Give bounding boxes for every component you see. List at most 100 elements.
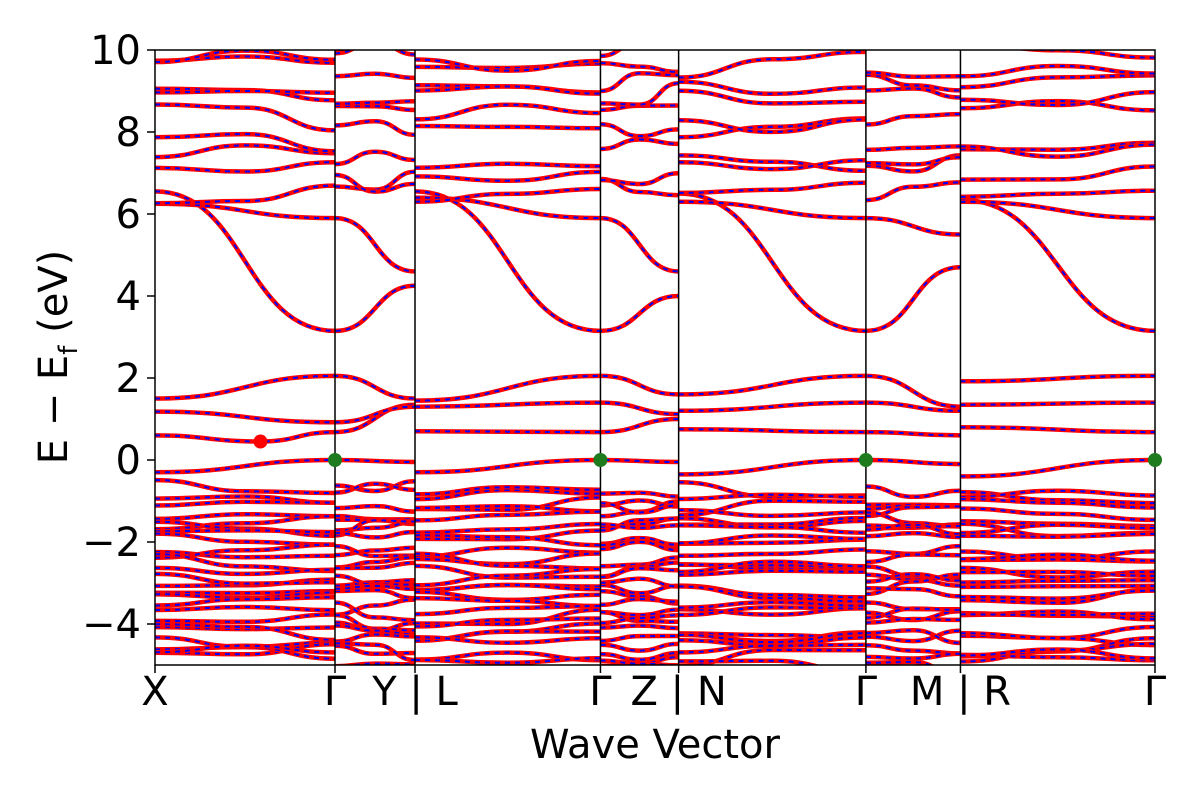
band-overlay-48	[155, 644, 336, 654]
band-overlay-180	[678, 607, 866, 616]
band-overlay-91	[334, 72, 416, 79]
band-overlay-144	[600, 590, 679, 605]
band-overlay-126	[414, 85, 601, 95]
band-line-15	[960, 424, 1155, 435]
band-overlay-163	[600, 50, 621, 57]
band-overlay-128	[414, 58, 601, 72]
band-overlay-264	[960, 100, 1155, 112]
band-overlay-2	[155, 374, 416, 400]
x-tick-label-3: Γ	[589, 669, 612, 715]
band-overlay-150	[600, 642, 679, 652]
band-overlay-117	[414, 651, 601, 662]
band-overlay-261	[960, 165, 1155, 181]
band-overlay-173	[678, 548, 866, 557]
band-overlay-53	[155, 133, 336, 153]
band-overlay-241	[960, 532, 1155, 538]
band-overlay-89	[334, 105, 416, 111]
band-line-209	[865, 552, 961, 565]
band-line-224	[865, 659, 935, 665]
band-overlay-7	[414, 374, 679, 402]
band-overlay-250	[960, 589, 1155, 600]
band-line-228	[865, 144, 961, 153]
band-overlay-59	[334, 480, 416, 493]
band-overlay-219	[865, 629, 961, 643]
band-overlay-170	[678, 524, 866, 534]
band-line-222	[865, 651, 961, 661]
band-overlay-66	[334, 531, 416, 539]
y-tick-label-7: 10	[90, 28, 141, 74]
markers-layer	[253, 434, 1162, 467]
band-overlay-121	[414, 170, 601, 182]
band-overlay-230	[865, 87, 961, 99]
band-overlay-268	[1027, 50, 1155, 59]
band-overlay-13	[678, 192, 961, 332]
band-overlay-167	[678, 509, 866, 517]
x-tick-label-0: X	[141, 669, 168, 715]
band-overlay-139	[600, 556, 679, 568]
band-overlay-193	[678, 117, 866, 139]
band-overlay-143	[600, 577, 679, 588]
band-line-207	[865, 530, 961, 540]
band-overlay-206	[865, 523, 961, 536]
band-overlay-21	[414, 458, 679, 474]
band-overlay-217	[865, 607, 961, 619]
band-edge-marker-2	[858, 453, 873, 467]
band-line-49	[155, 671, 335, 678]
band-line-13	[678, 191, 961, 334]
band-overlay-176	[678, 560, 866, 573]
band-overlay-159	[600, 104, 679, 111]
band-overlay-199	[865, 485, 961, 498]
band-overlay-86	[334, 174, 416, 193]
band-overlay-138	[600, 540, 679, 552]
band-overlay-44	[155, 623, 336, 641]
band-overlay-149	[600, 624, 679, 630]
band-overlay-122	[414, 162, 601, 169]
y-tick-label-6: 8	[116, 110, 141, 156]
x-axis-title: Wave Vector	[530, 722, 781, 768]
band-overlay-111	[414, 605, 601, 616]
plot-frame	[154, 49, 1156, 666]
band-overlay-15	[960, 426, 1155, 434]
y-axis-title-main: E − E	[31, 355, 77, 465]
band-overlay-137	[600, 539, 679, 550]
band-overlay-119	[414, 657, 601, 664]
band-overlay-257	[960, 642, 1155, 663]
band-overlay-95	[414, 486, 601, 496]
band-overlay-92	[334, 50, 416, 56]
band-overlay-242	[960, 550, 1155, 561]
band-overlay-260	[960, 189, 1155, 198]
band-line-198	[679, 33, 866, 42]
band-overlay-263	[960, 143, 1155, 158]
x-tick-label-7: Γ	[1144, 669, 1167, 715]
x-tick-label-6: M | R	[910, 669, 1011, 715]
band-overlay-42	[155, 613, 336, 623]
band-overlay-18	[960, 198, 1155, 332]
band-overlay-197	[678, 50, 866, 79]
band-overlay-106	[414, 568, 601, 587]
band-line-250	[960, 588, 1155, 601]
band-overlay-68	[334, 545, 416, 558]
band-line-227	[865, 155, 961, 167]
band-overlay-56	[155, 89, 336, 94]
band-line-53	[155, 131, 336, 154]
band-overlay-172	[678, 534, 866, 545]
band-overlay-30	[155, 529, 336, 534]
band-overlay-202	[865, 505, 961, 517]
band-overlay-51	[155, 161, 336, 173]
band-edge-marker-0	[328, 453, 342, 467]
band-overlay-213	[865, 573, 961, 583]
band-overlay-175	[678, 563, 866, 569]
band-line-121	[414, 169, 601, 184]
band-overlay-82	[334, 642, 416, 662]
band-overlay-46	[155, 643, 336, 656]
band-overlay-135	[600, 523, 679, 529]
band-overlay-5	[414, 418, 679, 434]
band-overlay-123	[414, 125, 601, 130]
band-overlay-94	[414, 489, 601, 501]
band-overlay-179	[678, 585, 866, 603]
band-overlay-37	[155, 572, 336, 585]
band-overlay-108	[414, 583, 601, 591]
band-overlay-245	[960, 553, 1155, 562]
band-line-232	[865, 70, 961, 79]
band-overlay-81	[334, 644, 416, 655]
